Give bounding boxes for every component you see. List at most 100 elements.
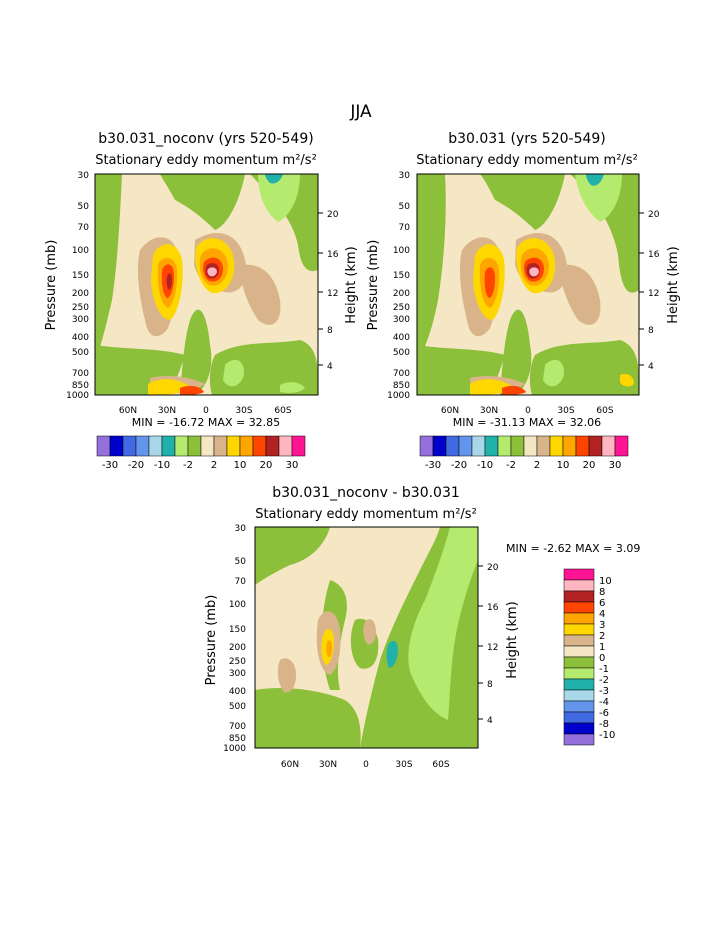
xtick-60N: 60N <box>441 406 459 416</box>
panel-1: b30.031_noconv (yrs 520-549) Stationary … <box>44 131 359 471</box>
ytick-h12: 12 <box>327 289 338 299</box>
xtick-30N: 30N <box>158 406 176 416</box>
panel-1-ylabel-left: Pressure (mb) <box>44 240 59 331</box>
cbar2-label: 20 <box>583 460 596 471</box>
ytick-h12: 12 <box>648 289 659 299</box>
cbar3-label: 3 <box>599 620 605 631</box>
ytick-p500: 500 <box>393 348 410 358</box>
ytick-p700: 700 <box>72 369 89 379</box>
cbar1-label: 20 <box>260 460 273 471</box>
xtick-60N: 60N <box>119 406 137 416</box>
cbar1-label: -10 <box>154 460 170 471</box>
ytick-p250: 250 <box>72 303 89 313</box>
ytick-p200: 200 <box>229 643 246 653</box>
cbar3-label: 10 <box>599 576 612 587</box>
ytick-h16: 16 <box>648 250 660 260</box>
ytick-p850: 850 <box>72 381 89 391</box>
panel-1-contours <box>94 173 319 396</box>
cbar1-label: -20 <box>128 460 144 471</box>
ytick-h4: 4 <box>487 716 493 726</box>
xtick-60S: 60S <box>274 406 291 416</box>
panel-2-ylabel-right: Height (km) <box>666 246 681 323</box>
ytick-p50: 50 <box>78 202 90 212</box>
xtick-60S: 60S <box>432 760 449 770</box>
cbar1-label: -2 <box>183 460 193 471</box>
cbar2-label: -2 <box>506 460 516 471</box>
panel-2-contours <box>416 173 640 396</box>
cbar3-label: -4 <box>599 697 609 708</box>
xtick-60S: 60S <box>596 406 613 416</box>
panel-1-subtitle: Stationary eddy momentum m²/s² <box>95 153 317 168</box>
page-title: JJA <box>349 102 372 122</box>
xtick-0: 0 <box>203 406 209 416</box>
panel-3-colorbar: 10 8 6 4 3 2 1 0 -1 -2 -3 -4 -6 -8 -10 <box>563 568 615 746</box>
ytick-p700: 700 <box>393 369 410 379</box>
cbar3-label: -3 <box>599 686 609 697</box>
ytick-p1000: 1000 <box>66 391 89 401</box>
panel-3: b30.031_noconv - b30.031 Stationary eddy… <box>204 485 640 770</box>
ytick-p30: 30 <box>235 524 247 534</box>
ytick-h8: 8 <box>487 680 493 690</box>
cbar2-label: -20 <box>451 460 467 471</box>
panel-2-x-axis: 60N 30N 0 30S 60S <box>441 406 614 416</box>
ytick-h16: 16 <box>487 603 499 613</box>
ytick-p150: 150 <box>393 271 410 281</box>
ytick-h20: 20 <box>648 210 660 220</box>
panel-3-x-axis: 60N 30N 0 30S 60S <box>281 760 450 770</box>
ytick-p500: 500 <box>72 348 89 358</box>
xtick-60N: 60N <box>281 760 299 770</box>
panel-1-title: b30.031_noconv (yrs 520-549) <box>98 131 313 147</box>
ytick-p150: 150 <box>229 625 246 635</box>
panel-2-ylabel-left: Pressure (mb) <box>366 240 381 331</box>
panel-1-x-axis: 60N 30N 0 30S 60S <box>119 406 292 416</box>
panel-1-colorbar: -30 -20 -10 -2 2 10 20 30 <box>96 435 306 471</box>
panel-3-ylabel-right: Height (km) <box>505 601 520 678</box>
ytick-p300: 300 <box>229 669 246 679</box>
ytick-p1000: 1000 <box>387 391 410 401</box>
ytick-h8: 8 <box>648 326 654 336</box>
xtick-30S: 30S <box>235 406 252 416</box>
ytick-p850: 850 <box>393 381 410 391</box>
panel-1-ylabel-right: Height (km) <box>344 246 359 323</box>
xtick-30S: 30S <box>395 760 412 770</box>
ytick-p250: 250 <box>229 657 246 667</box>
ytick-p400: 400 <box>393 333 410 343</box>
ytick-p300: 300 <box>393 315 410 325</box>
panel-2-minmax: MIN = -31.13 MAX = 32.06 <box>453 416 601 429</box>
xtick-0: 0 <box>363 760 369 770</box>
cbar3-label: -8 <box>599 719 609 730</box>
ytick-p200: 200 <box>393 289 410 299</box>
ytick-p100: 100 <box>229 600 246 610</box>
panel-2-subtitle: Stationary eddy momentum m²/s² <box>416 153 638 168</box>
ytick-p400: 400 <box>72 333 89 343</box>
ytick-h20: 20 <box>487 563 499 573</box>
ytick-h8: 8 <box>327 326 333 336</box>
cbar3-label: 2 <box>599 631 605 642</box>
ytick-p250: 250 <box>393 303 410 313</box>
cbar1-label: 2 <box>211 460 217 471</box>
ytick-p700: 700 <box>229 722 246 732</box>
ytick-p850: 850 <box>229 734 246 744</box>
cbar3-label: 6 <box>599 598 605 609</box>
ytick-p300: 300 <box>72 315 89 325</box>
cbar2-label: -30 <box>425 460 441 471</box>
ytick-p50: 50 <box>399 202 411 212</box>
cbar1-label: -30 <box>102 460 118 471</box>
cbar2-label: 30 <box>609 460 622 471</box>
panel-1-right-axis: 20 16 12 8 4 Height (km) <box>318 210 359 372</box>
panel-2: b30.031 (yrs 520-549) Stationary eddy mo… <box>366 131 681 471</box>
cbar3-label: -2 <box>599 675 609 686</box>
ytick-p1000: 1000 <box>223 744 246 754</box>
ytick-p150: 150 <box>72 271 89 281</box>
panel-2-colorbar: -30 -20 -10 -2 2 10 20 30 <box>419 435 629 471</box>
panel-2-title: b30.031 (yrs 520-549) <box>448 131 606 147</box>
panel-3-minmax: MIN = -2.62 MAX = 3.09 <box>506 542 640 555</box>
panel-1-left-axis: 30 50 70 100 150 200 250 300 400 500 700… <box>44 171 89 401</box>
xtick-30N: 30N <box>319 760 337 770</box>
cbar2-label: 2 <box>534 460 540 471</box>
ytick-p70: 70 <box>78 223 90 233</box>
xtick-30S: 30S <box>557 406 574 416</box>
panel-3-ylabel-left: Pressure (mb) <box>204 595 219 686</box>
ytick-h12: 12 <box>487 643 498 653</box>
